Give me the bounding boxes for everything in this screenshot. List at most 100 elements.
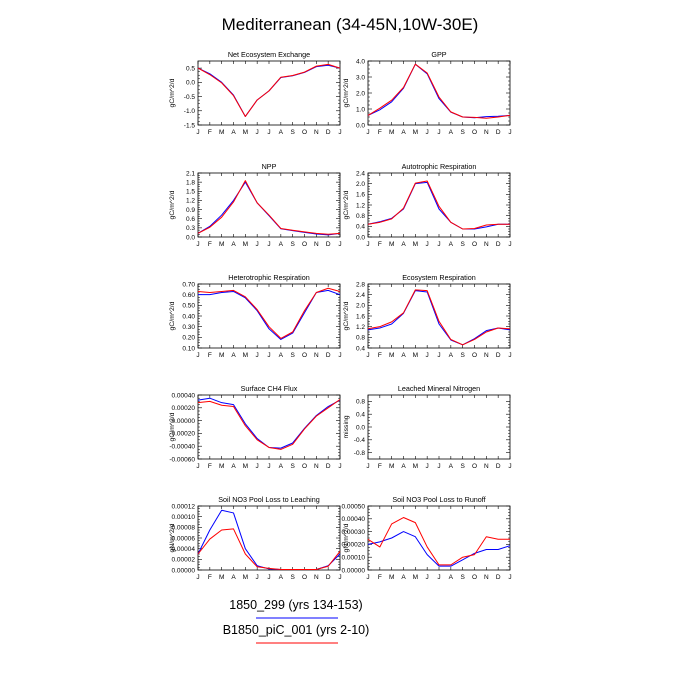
series-line-b1850-pic-001 <box>367 180 510 230</box>
y-tick-label: 1.2 <box>186 198 195 205</box>
series-line-1850-299 <box>367 63 511 119</box>
y-tick-label: -0.00060 <box>169 456 195 463</box>
x-tick-label: J <box>426 129 429 136</box>
x-tick-label: A <box>231 129 236 136</box>
y-tick-label: 0.00030 <box>342 529 366 536</box>
x-tick-label: J <box>267 241 270 248</box>
x-tick-label: A <box>401 463 406 470</box>
y-tick-label: 0.00020 <box>172 405 196 412</box>
x-tick-label: J <box>267 463 270 470</box>
legend-label: B1850_piC_001 (yrs 2-10) <box>223 623 370 637</box>
x-tick-label: M <box>219 129 224 136</box>
x-tick-label: J <box>366 574 369 581</box>
y-tick-label: 4.0 <box>356 58 365 65</box>
y-tick-label: 0.00000 <box>342 567 366 574</box>
y-tick-label: 0.8 <box>356 335 365 342</box>
x-tick-label: O <box>302 241 307 248</box>
x-tick-label: N <box>314 352 319 359</box>
plot-frame <box>197 60 341 126</box>
panel-title: Soil NO3 Pool Loss to Leaching <box>218 495 320 504</box>
y-tick-label: 0.0 <box>356 234 365 241</box>
x-tick-label: N <box>484 129 489 136</box>
y-tick-label: 0.00000 <box>172 567 196 574</box>
series-line-b1850-pic-001 <box>367 63 511 119</box>
y-axis-label: gC/m^2/d <box>343 190 350 219</box>
y-tick-label: 0.00010 <box>342 555 366 562</box>
y-tick-label: 2.4 <box>356 292 365 299</box>
x-tick-label: A <box>401 241 406 248</box>
y-tick-label: 0.0 <box>356 424 365 431</box>
x-tick-label: M <box>413 129 418 136</box>
x-tick-label: J <box>437 129 440 136</box>
y-tick-label: 0.0 <box>356 122 365 129</box>
x-tick-label: M <box>219 574 224 581</box>
x-tick-label: A <box>279 241 284 248</box>
x-tick-label: D <box>326 574 331 581</box>
x-tick-label: O <box>302 574 307 581</box>
x-tick-label: J <box>338 463 341 470</box>
y-tick-label: 0.00008 <box>172 525 196 532</box>
y-tick-label: 0.60 <box>182 292 195 299</box>
y-tick-label: 0.00040 <box>172 392 196 399</box>
plot-frame <box>367 394 511 460</box>
y-tick-label: 0.20 <box>182 335 195 342</box>
x-tick-label: N <box>484 463 489 470</box>
x-tick-label: J <box>338 352 341 359</box>
plot-frame <box>197 172 341 238</box>
x-tick-label: F <box>378 352 382 359</box>
x-tick-label: J <box>437 352 440 359</box>
y-tick-label: 2.0 <box>356 303 365 310</box>
x-tick-label: F <box>208 129 212 136</box>
x-tick-label: J <box>256 574 259 581</box>
series-line-b1850-pic-001 <box>367 289 511 346</box>
y-tick-label: -0.00040 <box>169 444 195 451</box>
x-tick-label: J <box>196 574 199 581</box>
x-tick-label: J <box>267 129 270 136</box>
y-tick-label: -1.5 <box>184 122 196 129</box>
x-tick-label: O <box>472 574 477 581</box>
y-tick-label: 0.00002 <box>172 557 196 564</box>
plot-frame <box>367 60 511 126</box>
x-tick-label: O <box>472 129 477 136</box>
y-axis-label: missing <box>343 415 350 438</box>
x-tick-label: D <box>326 352 331 359</box>
x-tick-label: O <box>302 463 307 470</box>
y-tick-label: 1.5 <box>186 189 195 196</box>
x-tick-label: J <box>426 574 429 581</box>
x-tick-label: D <box>496 129 501 136</box>
x-tick-label: J <box>338 129 341 136</box>
y-tick-label: 0.00004 <box>172 546 196 553</box>
x-tick-label: F <box>378 574 382 581</box>
x-tick-label: A <box>279 574 284 581</box>
x-tick-label: J <box>366 129 369 136</box>
x-tick-label: D <box>326 241 331 248</box>
x-tick-label: J <box>256 352 259 359</box>
x-tick-label: J <box>196 463 199 470</box>
y-tick-label: 1.6 <box>356 313 365 320</box>
x-tick-label: M <box>389 129 394 136</box>
x-tick-label: M <box>243 574 248 581</box>
x-tick-label: O <box>472 352 477 359</box>
y-tick-label: 2.0 <box>356 181 365 188</box>
x-tick-label: J <box>437 574 440 581</box>
x-tick-label: M <box>219 463 224 470</box>
y-tick-label: 0.6 <box>186 216 195 223</box>
plot-frame <box>367 172 511 238</box>
y-tick-label: 1.0 <box>356 106 365 113</box>
x-tick-label: D <box>496 352 501 359</box>
x-tick-label: J <box>426 352 429 359</box>
y-tick-label: 0.00040 <box>342 516 366 523</box>
y-tick-label: -0.8 <box>354 450 366 457</box>
x-tick-label: M <box>413 352 418 359</box>
x-tick-label: A <box>231 352 236 359</box>
x-tick-label: M <box>413 574 418 581</box>
x-tick-label: M <box>389 463 394 470</box>
x-tick-label: A <box>449 129 454 136</box>
y-tick-label: 0.50 <box>182 303 195 310</box>
x-tick-label: F <box>208 574 212 581</box>
